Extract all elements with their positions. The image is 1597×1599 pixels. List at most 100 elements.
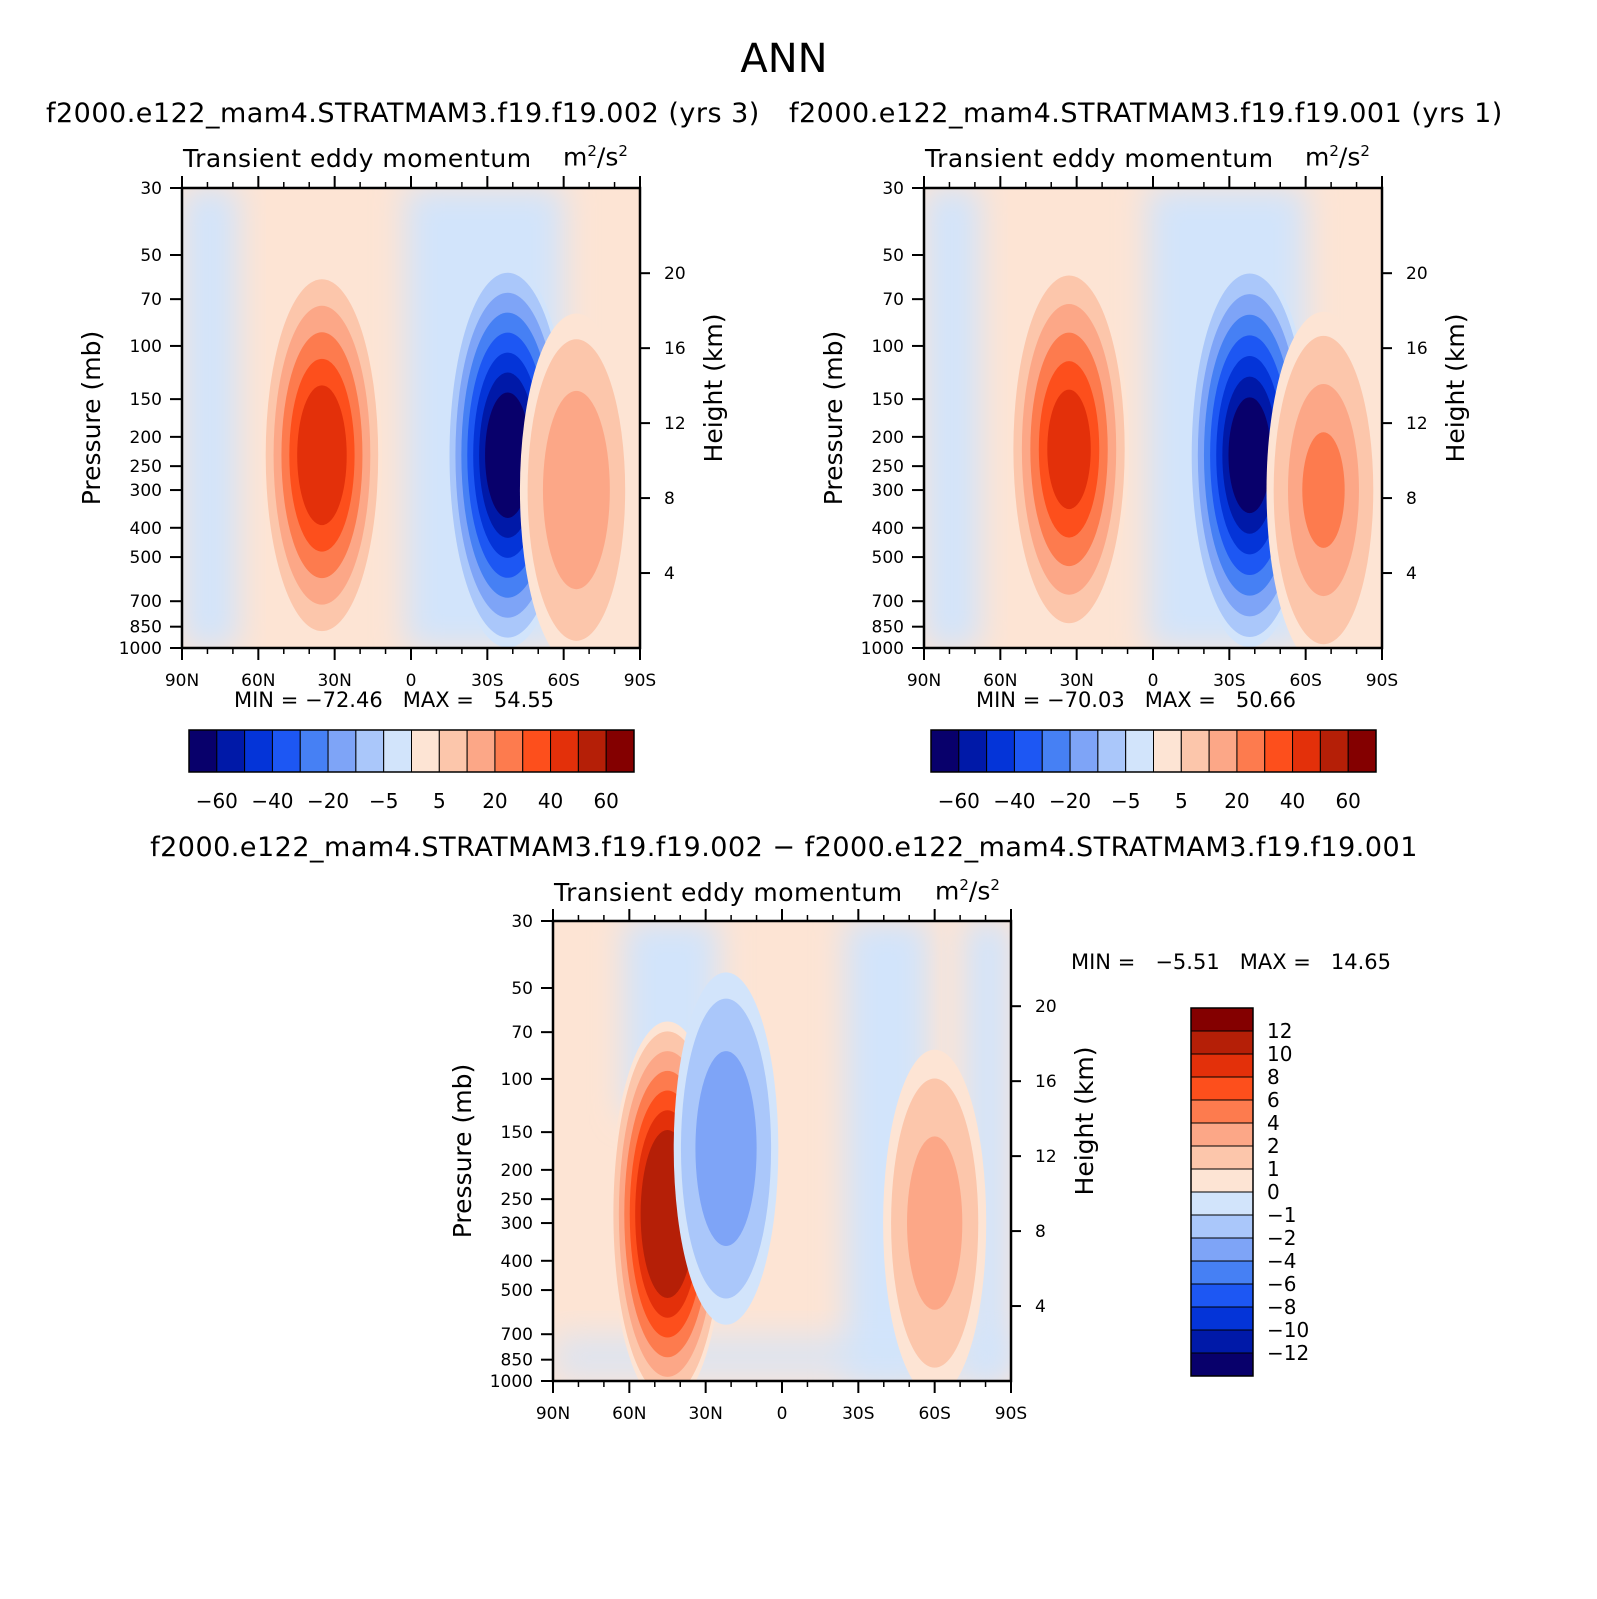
y2-axis-label-1: Height (km) — [699, 314, 728, 463]
panel-label-1: Transient eddy momentum — [183, 144, 532, 173]
y2-axis-label-2: Height (km) — [1441, 314, 1470, 463]
colorbar-2-box-0 — [930, 729, 960, 773]
contour-pos-3-2-2 — [907, 1136, 963, 1310]
contour-pos-2-0-5 — [1047, 389, 1091, 510]
colorbar-diff-label-14: −12 — [1267, 1341, 1309, 1365]
x-tick-label-2-30S: 30S — [1213, 671, 1245, 691]
y-tick-label-3-850: 850 — [501, 1351, 533, 1371]
colorbar-diff-box-11 — [1190, 1260, 1254, 1285]
y2-tick-label-2-4: 4 — [1406, 564, 1417, 584]
x-tick-label-3-60S: 60S — [918, 1404, 950, 1424]
x-tick-label-1-60S: 60S — [547, 671, 579, 691]
colorbar-2-label-5: 20 — [1224, 789, 1249, 813]
field-2 — [924, 188, 1381, 648]
colorbar-diff-frame — [1190, 1007, 1254, 1377]
colorbar-1-box-13 — [550, 729, 579, 773]
y-tick-label-2-300: 300 — [872, 481, 904, 501]
colorbar-2-box-3 — [1013, 729, 1043, 773]
colorbar-2-box-2 — [986, 729, 1015, 773]
y-tick-label-2-70: 70 — [882, 290, 904, 310]
y2-tick-label-1-20: 20 — [664, 264, 686, 284]
colorbar-diff-box-7 — [1190, 1168, 1254, 1193]
contour-neg-3-1-2 — [695, 1051, 757, 1246]
colorbar-1-box-7 — [383, 729, 412, 773]
y-tick-label-2-700: 700 — [872, 592, 904, 612]
y-tick-label-3-250: 250 — [501, 1190, 533, 1210]
x-tick-label-1-90S: 90S — [624, 671, 656, 691]
units-1: m2/s2 — [563, 142, 628, 172]
y-tick-label-3-400: 400 — [501, 1252, 533, 1272]
colorbar-1-box-11 — [494, 729, 524, 773]
minmax-1: MIN = −72.46 MAX = 54.55 — [234, 688, 555, 712]
colorbar-2-frame — [930, 729, 1377, 773]
colorbar-2-label-4: 5 — [1175, 789, 1188, 813]
y-tick-label-2-250: 250 — [872, 457, 904, 477]
colorbar-1-box-12 — [522, 729, 552, 773]
x-tick-label-3-60N: 60N — [612, 1404, 646, 1424]
y-tick-label-1-200: 200 — [130, 428, 162, 448]
x-tick-label-2-30N: 30N — [1059, 671, 1093, 691]
colorbar-2-box-9 — [1180, 729, 1210, 773]
colorbar-1-label-7: 60 — [593, 789, 618, 813]
y-tick-label-2-200: 200 — [872, 428, 904, 448]
y-tick-label-2-100: 100 — [872, 337, 904, 357]
y-tick-label-3-70: 70 — [511, 1023, 533, 1043]
field-1 — [182, 188, 633, 648]
colorbar-diff-label-11: −6 — [1267, 1272, 1296, 1296]
colorbar-2-box-1 — [958, 729, 988, 773]
colorbar-diff-box-10 — [1190, 1237, 1254, 1262]
colorbar-1-box-1 — [216, 729, 246, 773]
y-tick-label-2-500: 500 — [872, 548, 904, 568]
colorbar-1-label-1: −40 — [251, 789, 293, 813]
colorbar-diff-label-4: 4 — [1267, 1111, 1280, 1135]
y-axis-label-3: Pressure (mb) — [448, 1064, 477, 1238]
colorbar-diff-label-1: 10 — [1267, 1042, 1292, 1066]
colorbar-2-box-13 — [1292, 729, 1321, 773]
y-tick-label-2-400: 400 — [872, 519, 904, 539]
y-tick-label-1-1000: 1000 — [119, 639, 162, 659]
colorbar-diff-label-10: −4 — [1267, 1249, 1296, 1273]
x-tick-label-3-0: 0 — [777, 1404, 788, 1424]
x-tick-label-3-30N: 30N — [688, 1404, 722, 1424]
x-tick-label-1-30N: 30N — [317, 671, 351, 691]
case-title-1: f2000.e122_mam4.STRATMAM3.f19.f19.002 (y… — [46, 98, 760, 129]
colorbar-1-label-6: 40 — [538, 789, 563, 813]
colorbar-1-label-2: −20 — [307, 789, 349, 813]
x-tick-label-2-0: 0 — [1148, 671, 1159, 691]
y-tick-label-2-50: 50 — [882, 246, 904, 266]
units-2: m2/s2 — [1305, 142, 1370, 172]
y-tick-label-1-50: 50 — [140, 246, 162, 266]
colorbar-diff-label-2: 8 — [1267, 1065, 1280, 1089]
x-tick-label-2-60S: 60S — [1289, 671, 1321, 691]
colorbar-1-box-9 — [438, 729, 468, 773]
colorbar-1-frame — [188, 729, 635, 773]
y2-tick-label-1-8: 8 — [664, 489, 675, 509]
y-tick-label-1-850: 850 — [130, 618, 162, 638]
colorbar-1-label-0: −60 — [196, 789, 238, 813]
y-tick-label-1-250: 250 — [130, 457, 162, 477]
y-tick-label-2-1000: 1000 — [861, 639, 904, 659]
colorbar-1-label-5: 20 — [482, 789, 507, 813]
colorbar-1-box-8 — [411, 729, 440, 773]
main-title: ANN — [740, 36, 828, 82]
colorbar-diff-label-3: 6 — [1267, 1088, 1280, 1112]
contour-pos-1-2-2 — [542, 390, 610, 590]
colorbar-1-box-2 — [244, 729, 273, 773]
colorbar-diff-box-6 — [1190, 1145, 1254, 1170]
x-tick-label-3-90N: 90N — [536, 1404, 570, 1424]
y-tick-label-3-100: 100 — [501, 1070, 533, 1090]
case-title-2: f2000.e122_mam4.STRATMAM3.f19.f19.001 (y… — [789, 98, 1503, 129]
y2-tick-label-3-4: 4 — [1035, 1297, 1046, 1317]
colorbar-diff-box-2 — [1190, 1053, 1254, 1078]
y-tick-label-3-500: 500 — [501, 1281, 533, 1301]
colorbar-2-box-8 — [1153, 729, 1182, 773]
colorbar-diff-label-0: 12 — [1267, 1019, 1292, 1043]
y-tick-label-3-300: 300 — [501, 1214, 533, 1234]
colorbar-2-box-6 — [1097, 729, 1127, 773]
minmax-diff: MIN = −5.51 MAX = 14.65 — [1071, 950, 1392, 974]
panel-label-diff: Transient eddy momentum — [554, 878, 903, 907]
y-tick-label-1-500: 500 — [130, 548, 162, 568]
units-diff: m2/s2 — [935, 876, 1000, 906]
x-tick-label-1-60N: 60N — [241, 671, 275, 691]
